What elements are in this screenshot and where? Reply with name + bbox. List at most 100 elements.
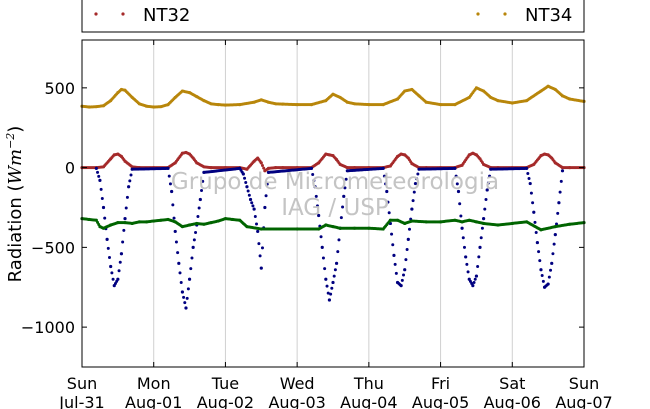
- data-point: [259, 266, 263, 270]
- legend-marker-nt34-2: [503, 12, 507, 16]
- data-point: [334, 261, 339, 265]
- data-point: [344, 177, 348, 181]
- data-point: [100, 196, 104, 200]
- data-point: [259, 161, 263, 165]
- data-point: [342, 194, 346, 198]
- legend-label-nt32: NT32: [143, 5, 190, 26]
- data-point: [311, 173, 315, 177]
- series-layer: [80, 84, 586, 310]
- data-point: [555, 222, 559, 226]
- data-point: [123, 217, 127, 221]
- tick-layer: SunJul-31MonAug-01TueAug-02WedAug-03ThuA…: [21, 40, 613, 409]
- data-point: [529, 191, 533, 195]
- data-point: [557, 201, 561, 205]
- data-point: [415, 177, 419, 181]
- grid-layer: [153, 40, 513, 367]
- data-point: [333, 268, 337, 272]
- legend-marker-nt32: [94, 12, 98, 16]
- data-point: [245, 185, 249, 189]
- data-point: [385, 189, 389, 194]
- data-point: [560, 169, 565, 173]
- data-point: [477, 255, 481, 259]
- watermark-line-2: IAG / USP: [281, 195, 389, 221]
- data-point: [243, 176, 247, 180]
- data-point: [531, 201, 535, 205]
- data-point: [405, 247, 409, 251]
- data-point: [392, 253, 396, 257]
- data-point: [394, 271, 398, 275]
- data-point: [407, 227, 411, 231]
- data-point: [196, 215, 200, 219]
- data-point: [343, 186, 347, 190]
- data-point: [111, 277, 115, 281]
- data-point: [486, 181, 490, 185]
- data-point: [170, 189, 174, 194]
- data-point: [532, 210, 536, 214]
- x-tick-label-date: Aug-07: [555, 393, 612, 409]
- data-point: [262, 166, 266, 170]
- data-point: [527, 177, 531, 181]
- y-axis-label: Radiation (Wm−2): [4, 126, 26, 283]
- data-point: [480, 226, 484, 230]
- data-point: [410, 207, 414, 211]
- data-point: [99, 187, 103, 191]
- x-tick-label-day: Sat: [499, 374, 525, 393]
- data-point: [255, 222, 259, 226]
- y-tick-label: −1000: [21, 318, 75, 337]
- data-point: [250, 201, 254, 205]
- data-point: [317, 213, 321, 218]
- data-point: [184, 306, 188, 310]
- data-point: [341, 205, 345, 209]
- data-point: [384, 182, 388, 186]
- data-point: [260, 246, 264, 250]
- data-point: [315, 204, 319, 208]
- data-point: [485, 188, 489, 192]
- data-point: [167, 174, 171, 178]
- data-point: [336, 250, 340, 254]
- data-point: [118, 260, 122, 264]
- data-point: [191, 245, 195, 249]
- x-tick-label-date: Aug-02: [197, 393, 254, 409]
- data-point: [534, 230, 538, 234]
- data-point: [325, 284, 329, 288]
- data-point: [256, 229, 260, 234]
- x-tick-label-date: Aug-01: [125, 393, 182, 409]
- y-axis-label-close: ): [5, 126, 26, 133]
- data-point: [117, 269, 121, 273]
- data-point: [390, 232, 394, 236]
- data-point: [387, 211, 391, 215]
- data-point: [116, 277, 120, 281]
- data-point: [540, 274, 544, 278]
- data-point: [194, 230, 198, 234]
- data-point: [456, 189, 461, 194]
- data-point: [454, 174, 458, 178]
- data-point: [257, 242, 261, 246]
- data-point: [551, 252, 555, 256]
- x-tick-label-day: Thu: [353, 374, 384, 393]
- data-point: [471, 284, 475, 288]
- series-unlabeled-3: [80, 217, 586, 232]
- data-point: [109, 264, 113, 269]
- watermark-line-1: Grupo de Micrometeorologia: [171, 169, 499, 195]
- data-point: [186, 287, 190, 291]
- data-point: [192, 238, 196, 242]
- data-point: [312, 179, 316, 183]
- data-point: [247, 193, 251, 197]
- data-point: [460, 226, 464, 230]
- x-tick-label-day: Mon: [137, 374, 171, 393]
- data-point: [172, 216, 176, 220]
- data-point: [183, 301, 187, 305]
- x-tick-label-day: Sun: [67, 374, 97, 393]
- data-point: [337, 238, 341, 242]
- data-point: [244, 180, 248, 184]
- data-point: [127, 185, 131, 189]
- data-point: [171, 203, 175, 207]
- data-point: [382, 174, 386, 178]
- data-point: [547, 275, 551, 279]
- data-point: [326, 291, 330, 295]
- y-axis-label-unit: Wm: [5, 149, 26, 185]
- legend-entry-nt32: NT32: [94, 5, 190, 26]
- data-point: [122, 228, 126, 232]
- data-point: [173, 229, 177, 234]
